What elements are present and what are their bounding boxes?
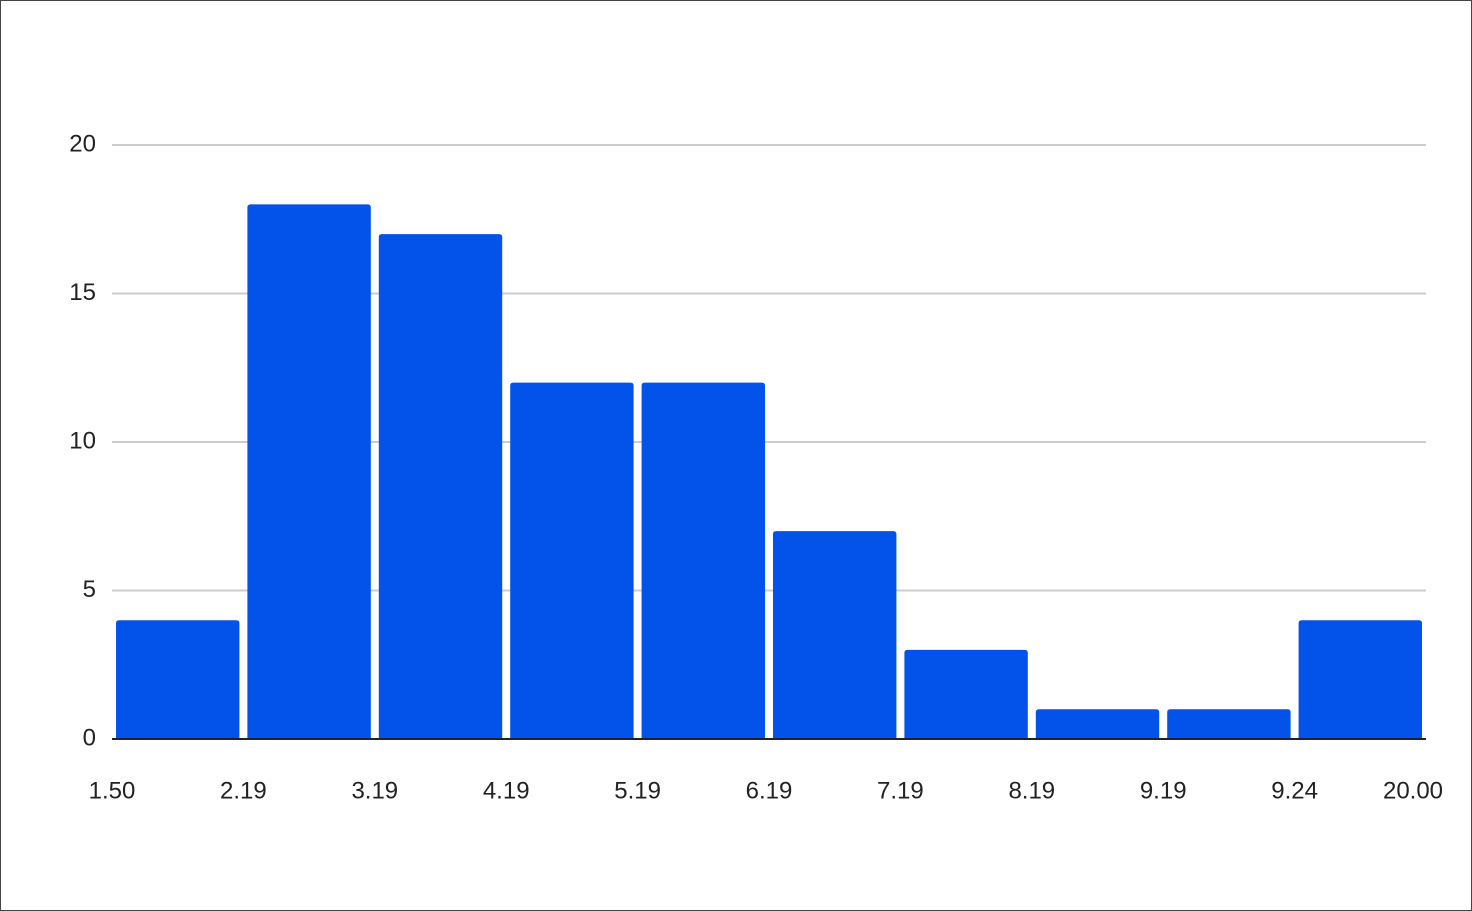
bar xyxy=(904,649,1028,739)
y-tick-label: 5 xyxy=(83,576,96,603)
y-tick-label: 15 xyxy=(69,279,96,306)
y-tick-label: 10 xyxy=(69,427,96,454)
bar xyxy=(773,531,897,739)
x-tick-label: 6.19 xyxy=(746,777,793,804)
x-tick-label: 3.19 xyxy=(351,777,398,804)
y-tick-label: 0 xyxy=(83,724,96,751)
bar xyxy=(247,204,371,739)
bar xyxy=(510,382,634,739)
bar xyxy=(378,234,503,739)
bar xyxy=(1298,620,1422,739)
bar xyxy=(641,382,765,739)
y-tick-label: 20 xyxy=(69,130,96,157)
bar xyxy=(1035,709,1160,739)
x-tick-label: 1.50 xyxy=(89,777,136,804)
x-tick-label: 4.19 xyxy=(483,777,530,804)
x-tick-label: 8.19 xyxy=(1008,777,1055,804)
x-tick-label: 9.19 xyxy=(1140,777,1187,804)
x-tick-label: 5.19 xyxy=(614,777,661,804)
x-tick-label: 2.19 xyxy=(220,777,267,804)
bar xyxy=(116,620,240,739)
x-tick-label: 9.24 xyxy=(1271,777,1318,804)
bar xyxy=(1167,709,1291,739)
x-tick-label: 20.00 xyxy=(1383,777,1443,804)
x-tick-label: 7.19 xyxy=(877,777,924,804)
